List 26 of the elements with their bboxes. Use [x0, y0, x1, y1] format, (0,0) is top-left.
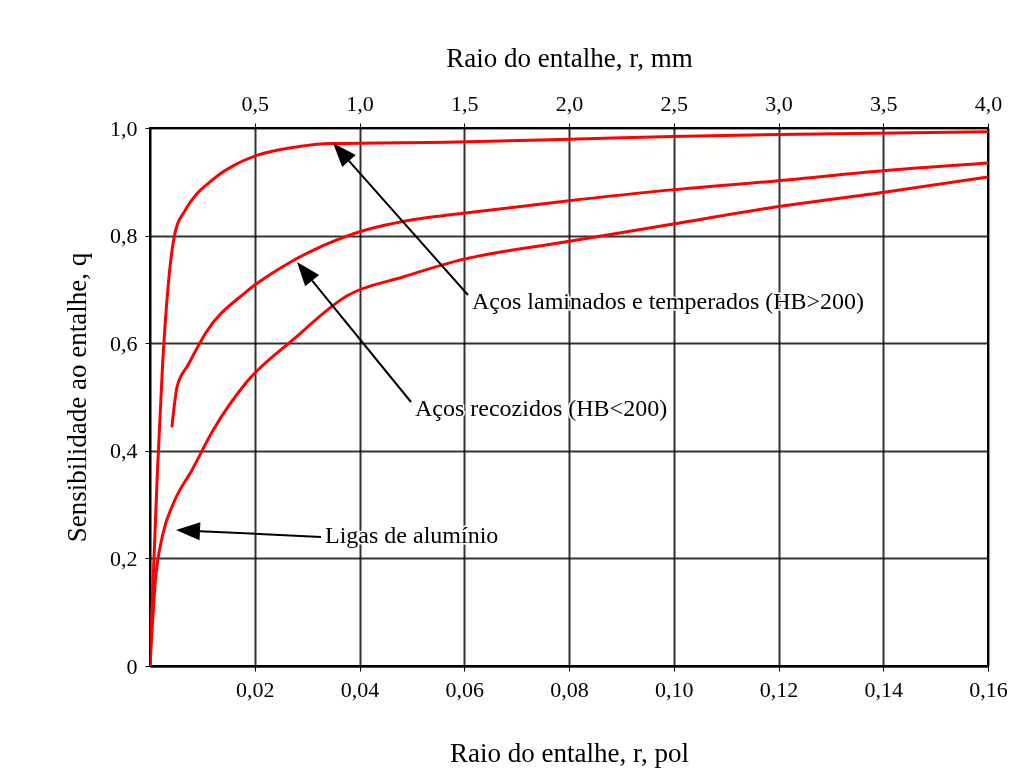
x2-axis-title: Raio do entalhe, r, mm [446, 42, 693, 73]
y-tick-label: 0 [126, 653, 138, 679]
x-tick-label: 0,08 [550, 676, 589, 702]
x-tick-label: 0,16 [969, 676, 1008, 702]
x-tick-label: 0,14 [864, 676, 903, 702]
y-tick-label: 1,0 [110, 115, 138, 141]
x-axis-title: Raio do entalhe, r, pol [450, 737, 689, 768]
x2-tick-label: 2,0 [555, 90, 584, 116]
x2-tick-label: 1,0 [346, 90, 374, 116]
x2-tick-label: 0,5 [241, 90, 269, 116]
x2-tick-label: 4,0 [974, 90, 1003, 116]
x-tick-label: 0,10 [655, 676, 694, 702]
x-tick-label: 0,12 [759, 676, 799, 702]
x-tick-label: 0,02 [236, 676, 275, 702]
x2-tick-label: 3,5 [870, 90, 898, 116]
y-tick-label: 0,6 [110, 330, 138, 356]
line-series [170, 161, 988, 428]
y-tick-label: 0,8 [110, 223, 138, 249]
x2-tick-label: 2,5 [660, 90, 688, 116]
x-tick-label: 0,06 [445, 676, 484, 702]
x2-tick-label: 1,5 [451, 90, 479, 116]
y-axis-title: Sensibilidade ao entalhe, q [62, 252, 92, 543]
y-tick-label: 0,4 [110, 438, 138, 464]
x2-tick-label: 3,0 [765, 90, 793, 116]
y-tick-label: 0,2 [110, 545, 138, 571]
x-tick-label: 0,04 [340, 676, 380, 702]
